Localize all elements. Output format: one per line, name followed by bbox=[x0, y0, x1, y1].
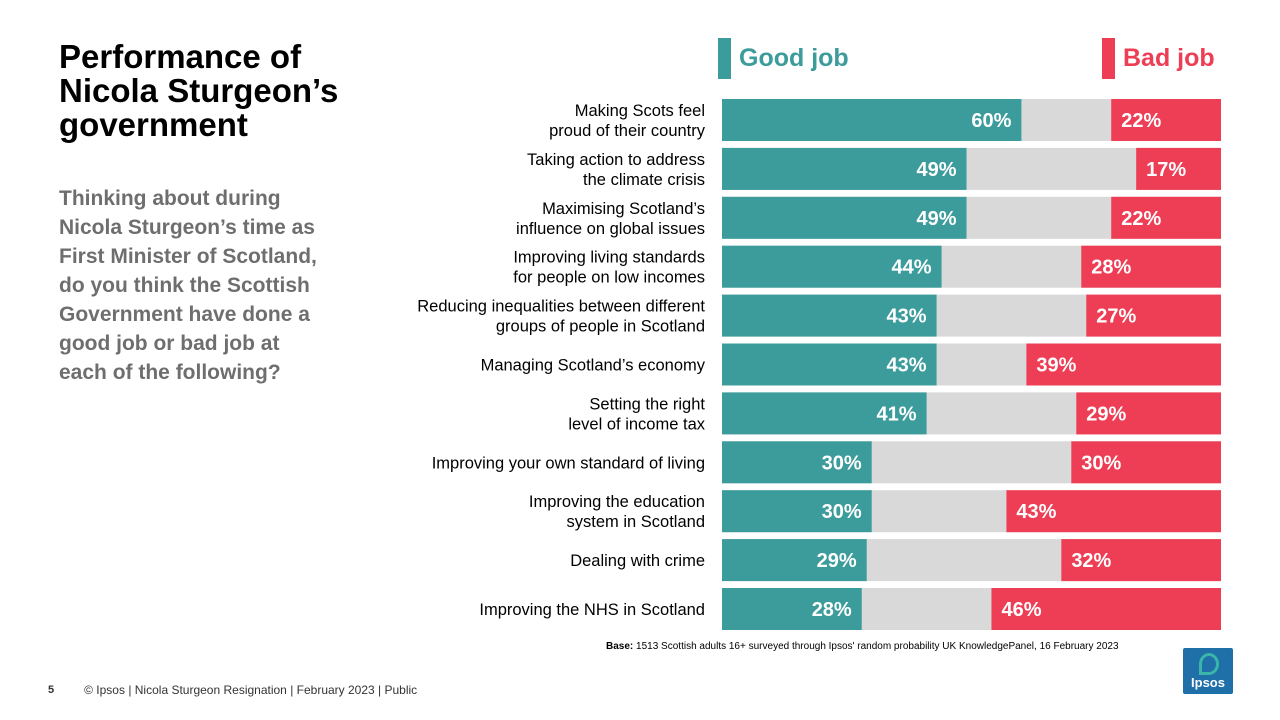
legend-bad-label: Bad job bbox=[1123, 44, 1215, 72]
bar-good-job bbox=[722, 588, 862, 630]
page-title: Performance of Nicola Sturgeon’s governm… bbox=[59, 38, 339, 143]
category-label: Dealing with crime bbox=[570, 552, 705, 570]
base-text: 1513 Scottish adults 16+ surveyed throug… bbox=[636, 641, 1119, 652]
bad-value-label: 30% bbox=[1081, 452, 1121, 474]
bar-bad-job bbox=[1076, 392, 1221, 435]
category-label: Maximising Scotland’s bbox=[542, 200, 705, 218]
bad-value-label: 28% bbox=[1091, 257, 1131, 279]
good-value-label: 30% bbox=[822, 452, 862, 474]
category-label: influence on global issues bbox=[516, 220, 705, 238]
bar-bad-job bbox=[991, 588, 1221, 630]
bar-good-job bbox=[722, 245, 942, 288]
bad-value-label: 27% bbox=[1096, 306, 1136, 328]
bad-value-label: 46% bbox=[1001, 599, 1041, 621]
bar-bad-job bbox=[1026, 343, 1221, 386]
bar-good-job bbox=[722, 441, 872, 484]
legend-good-swatch bbox=[718, 38, 731, 79]
survey-question: Thinking about during Nicola Sturgeon’s … bbox=[59, 187, 317, 384]
good-value-label: 49% bbox=[916, 208, 956, 230]
bar-good-job bbox=[722, 294, 937, 337]
bad-value-label: 22% bbox=[1121, 208, 1161, 230]
category-label: level of income tax bbox=[568, 415, 705, 433]
category-label: system in Scotland bbox=[567, 513, 705, 531]
good-value-label: 44% bbox=[892, 257, 932, 279]
base-label: Base: bbox=[606, 641, 634, 652]
bar-bad-job bbox=[1081, 245, 1221, 288]
ipsos-logo: Ipsos bbox=[1183, 648, 1233, 694]
bar-good-job bbox=[722, 99, 1022, 141]
category-label: proud of their country bbox=[549, 122, 706, 140]
legend-good-label: Good job bbox=[739, 44, 849, 72]
bad-value-label: 43% bbox=[1016, 501, 1056, 523]
bar-good-job bbox=[722, 196, 967, 239]
category-label: Improving the NHS in Scotland bbox=[479, 601, 705, 619]
category-label: Setting the right bbox=[589, 395, 705, 413]
good-value-label: 30% bbox=[822, 501, 862, 523]
good-value-label: 41% bbox=[877, 403, 917, 425]
base-note: Base: 1513 Scottish adults 16+ surveyed … bbox=[606, 641, 1119, 652]
bar-bad-job bbox=[1071, 441, 1221, 484]
category-label: for people on low incomes bbox=[513, 269, 705, 287]
category-label: the climate crisis bbox=[583, 171, 705, 189]
logo-text: Ipsos bbox=[1191, 675, 1225, 690]
good-value-label: 29% bbox=[817, 550, 857, 572]
good-value-label: 49% bbox=[916, 159, 956, 181]
good-value-label: 43% bbox=[887, 355, 927, 377]
bar-good-job bbox=[722, 392, 927, 435]
bad-value-label: 32% bbox=[1071, 550, 1111, 572]
legend-good-job: Good job bbox=[718, 38, 849, 79]
bar-good-job bbox=[722, 343, 937, 386]
good-value-label: 60% bbox=[971, 110, 1011, 132]
footer-text: © Ipsos | Nicola Sturgeon Resignation | … bbox=[84, 683, 418, 697]
bar-bad-job bbox=[1086, 294, 1221, 337]
bar-bad-job bbox=[1136, 147, 1221, 190]
category-label: Improving living standards bbox=[513, 249, 705, 267]
bad-value-label: 29% bbox=[1086, 403, 1126, 425]
bar-good-job bbox=[722, 147, 967, 190]
page-number: 5 bbox=[48, 684, 55, 696]
bar-bad-job bbox=[1061, 539, 1221, 582]
category-label: Taking action to address bbox=[527, 151, 705, 169]
good-value-label: 28% bbox=[812, 599, 852, 621]
category-label: Making Scots feel bbox=[575, 102, 705, 120]
bad-value-label: 22% bbox=[1121, 110, 1161, 132]
legend-bad-swatch bbox=[1102, 38, 1115, 79]
bar-bad-job bbox=[1111, 196, 1221, 239]
legend-bad-job: Bad job bbox=[1102, 38, 1215, 79]
logo-mark-icon bbox=[1199, 653, 1219, 675]
category-label: Improving the education bbox=[529, 493, 705, 511]
bar-bad-job bbox=[1006, 490, 1221, 533]
category-label: groups of people in Scotland bbox=[496, 318, 705, 336]
bad-value-label: 17% bbox=[1146, 159, 1186, 181]
category-label: Improving your own standard of living bbox=[432, 454, 705, 472]
good-value-label: 43% bbox=[887, 306, 927, 328]
bad-value-label: 39% bbox=[1036, 355, 1076, 377]
category-label: Reducing inequalities between different bbox=[417, 298, 705, 316]
bar-good-job bbox=[722, 539, 867, 582]
footer: 5 © Ipsos | Nicola Sturgeon Resignation … bbox=[48, 683, 417, 697]
bar-bad-job bbox=[1111, 99, 1221, 141]
bar-good-job bbox=[722, 490, 872, 533]
category-label: Managing Scotland’s economy bbox=[481, 357, 706, 375]
